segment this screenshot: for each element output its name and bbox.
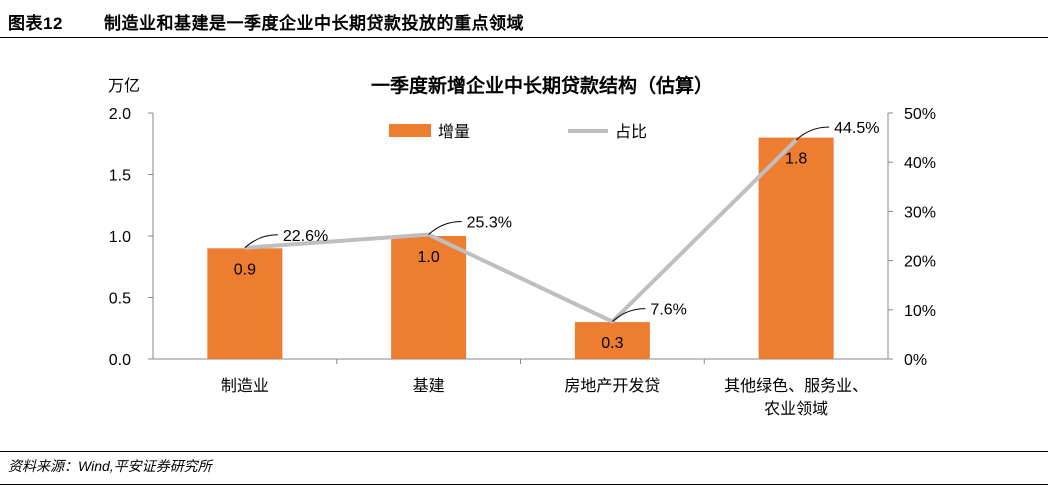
- y-left-tick-label: 0.0: [109, 352, 131, 369]
- line-value-label: 44.5%: [834, 120, 879, 137]
- chart-title: 一季度新增企业中长期贷款结构（估算）: [371, 74, 713, 97]
- bar-value-label: 1.0: [418, 249, 440, 266]
- x-category-label: 制造业: [221, 377, 269, 395]
- bar: [574, 322, 650, 359]
- legend-line-label: 占比: [615, 123, 647, 141]
- y-right-tick-label: 30%: [904, 204, 936, 221]
- line-label-leader: [244, 234, 278, 249]
- line-label-leader: [795, 126, 830, 141]
- x-category-label: 其他绿色、服务业、: [724, 377, 868, 395]
- y-right-tick-label: 40%: [904, 155, 936, 172]
- combo-chart: 一季度新增企业中长期贷款结构（估算） 万亿 增量 占比 0.0 0.5 1.0 1.5…: [108, 74, 936, 418]
- figure-title: 制造业和基建是一季度企业中长期贷款投放的重点领域: [104, 14, 524, 33]
- bar-value-label: 0.3: [601, 335, 623, 352]
- y-right-tick-label: 50%: [904, 106, 936, 123]
- x-category-label: 农业领域: [764, 400, 828, 418]
- bar-value-label: 1.8: [785, 151, 807, 168]
- y-right-tick-label: 10%: [904, 303, 936, 320]
- y-left-unit-label: 万亿: [108, 77, 140, 95]
- y-left-tick-label: 2.0: [109, 106, 131, 123]
- legend-bar-swatch: [389, 124, 431, 137]
- x-category-label: 房地产开发贷: [564, 377, 660, 395]
- line-value-label: 7.6%: [650, 302, 686, 319]
- x-category-label: 基建: [413, 377, 445, 395]
- source-note: 资料来源：Wind,平安证券研究所: [8, 458, 212, 474]
- bar: [207, 248, 283, 359]
- bar: [758, 137, 834, 359]
- y-left-tick-label: 1.0: [109, 229, 131, 246]
- header-divider: [0, 37, 1048, 38]
- y-right-tick-label: 0%: [904, 352, 927, 369]
- footer-divider: [0, 451, 1048, 452]
- y-left-tick-label: 1.5: [109, 168, 131, 185]
- figure-number: 图表12: [8, 14, 63, 33]
- line-label-leader: [428, 221, 462, 235]
- bar-value-label: 0.9: [234, 261, 256, 278]
- bottom-divider: [0, 484, 1048, 485]
- line-value-label: 22.6%: [283, 228, 328, 245]
- y-right-tick-label: 20%: [904, 254, 936, 271]
- legend-bar-label: 增量: [438, 123, 470, 141]
- share-line: [244, 138, 798, 324]
- y-left-tick-label: 0.5: [109, 291, 131, 308]
- line-label-leader: [612, 308, 646, 322]
- line-value-label: 25.3%: [467, 215, 512, 232]
- bar: [391, 236, 467, 359]
- legend: 增量 占比: [389, 123, 647, 141]
- figure-header: 图表12 制造业和基建是一季度企业中长期贷款投放的重点领域: [0, 0, 1048, 38]
